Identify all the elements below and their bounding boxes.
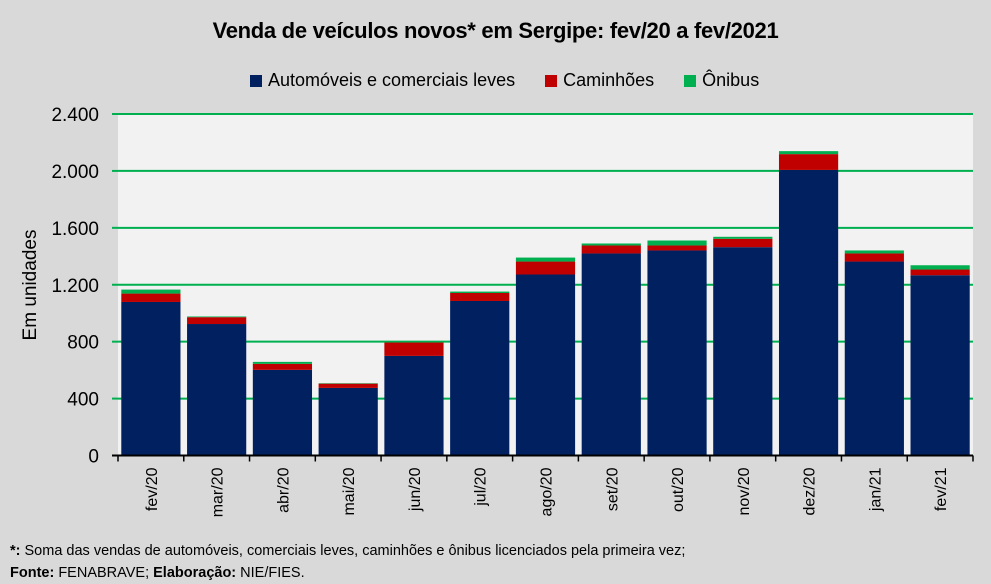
bar-onibus-ago-20: [515, 257, 576, 262]
bar-caminhoes-abr-20: [252, 363, 313, 370]
bar-automoveis-nov-20: [713, 247, 773, 456]
bar-stack-fev-21: [910, 265, 970, 456]
bar-onibus-out-20: [647, 240, 707, 246]
elaboration-label: Elaboração:: [153, 565, 237, 581]
source-line: Fonte: FENABRAVE; Elaboração: NIE/FIES.: [10, 562, 685, 584]
bar-onibus-jan-21: [844, 250, 904, 254]
bar-stack-nov-20: [713, 236, 773, 456]
y-tick-label: 2.000: [51, 162, 99, 183]
bar-caminhoes-out-20: [647, 245, 707, 251]
bar-stack-abr-20: [252, 361, 313, 456]
bar-caminhoes-fev-20: [121, 293, 181, 302]
legend: Automóveis e comerciais leves Caminhões …: [250, 70, 759, 91]
x-tick-label: jun/20: [407, 467, 424, 512]
bar-onibus-jul-20: [450, 291, 510, 294]
bar-automoveis-fev-20: [121, 301, 181, 456]
x-tick-label: nov/20: [736, 467, 753, 515]
bar-stack-jun-20: [384, 342, 444, 456]
y-tick-label: 800: [67, 333, 99, 354]
footnote: *: Soma das vendas de automóveis, comerc…: [10, 540, 685, 562]
bar-stack-set-20: [581, 243, 641, 456]
x-tick-label: mai/20: [341, 467, 358, 515]
source-text: FENABRAVE;: [54, 565, 154, 581]
legend-item-onibus: Ônibus: [684, 70, 759, 91]
bar-caminhoes-ago-20: [515, 261, 576, 275]
bar-automoveis-fev-21: [910, 275, 970, 456]
bar-caminhoes-fev-21: [910, 269, 970, 276]
y-tick-label: 400: [67, 390, 99, 411]
bar-onibus-dez-20: [778, 151, 839, 155]
elaboration-text: NIE/FIES.: [236, 565, 305, 581]
bar-automoveis-mai-20: [318, 387, 378, 456]
y-tick-label: 1.600: [51, 219, 99, 240]
bar-stack-out-20: [647, 240, 707, 456]
source-label: Fonte:: [10, 565, 55, 581]
bar-onibus-set-20: [581, 243, 641, 246]
y-tick-label: 0: [88, 447, 99, 468]
bar-onibus-fev-20: [121, 289, 181, 294]
bars: [121, 151, 970, 456]
legend-swatch-onibus: [684, 74, 697, 87]
bar-caminhoes-jan-21: [844, 253, 904, 262]
bar-onibus-mar-20: [187, 316, 247, 318]
bar-stack-jan-21: [844, 250, 904, 456]
bar-automoveis-out-20: [647, 250, 707, 456]
bar-automoveis-jun-20: [384, 355, 444, 456]
legend-swatch-caminhoes: [545, 74, 558, 87]
x-tick-label: dez/20: [802, 467, 819, 515]
bar-stack-ago-20: [515, 257, 576, 456]
x-tick-label: out/20: [670, 467, 687, 512]
bar-stack-jul-20: [450, 291, 510, 456]
bar-onibus-nov-20: [713, 236, 773, 239]
bar-automoveis-abr-20: [252, 369, 313, 456]
bar-automoveis-dez-20: [778, 169, 839, 456]
bar-caminhoes-jul-20: [450, 293, 510, 301]
legend-swatch-automoveis: [250, 74, 262, 87]
bar-caminhoes-mai-20: [318, 383, 378, 388]
bar-automoveis-jul-20: [450, 300, 510, 456]
footer: *: Soma das vendas de automóveis, comerc…: [10, 540, 685, 584]
x-tick-label: jan/21: [867, 467, 884, 512]
bar-stack-fev-20: [121, 289, 181, 456]
legend-label-caminhoes: Caminhões: [563, 70, 655, 90]
bar-automoveis-jan-21: [844, 261, 904, 456]
footnote-marker: *:: [10, 543, 21, 559]
bar-automoveis-mar-20: [187, 324, 247, 456]
bar-onibus-abr-20: [252, 361, 313, 364]
y-axis: 0 400 800 1.200 1.600 2.000 2.400: [51, 105, 118, 468]
x-tick-label: set/20: [604, 467, 621, 511]
x-tick-label: mar/20: [210, 467, 227, 517]
y-tick-label: 2.400: [51, 105, 99, 126]
y-axis-label: Em unidades: [20, 230, 41, 341]
x-tick-label: fev/20: [144, 467, 161, 511]
bar-stack-dez-20: [778, 151, 839, 456]
chart-title: Venda de veículos novos* em Sergipe: fev…: [212, 18, 779, 43]
x-tick-label: fev/21: [933, 467, 950, 511]
legend-label-automoveis: Automóveis e comerciais leves: [268, 70, 516, 90]
bar-caminhoes-nov-20: [713, 238, 773, 248]
bar-caminhoes-dez-20: [778, 154, 839, 170]
legend-item-caminhoes: Caminhões: [545, 70, 654, 91]
bar-caminhoes-jun-20: [384, 342, 444, 356]
y-tick-label: 1.200: [51, 276, 99, 297]
bar-stack-mar-20: [187, 316, 247, 456]
x-tick-label: abr/20: [275, 467, 292, 512]
bar-stack-mai-20: [318, 383, 378, 456]
bar-caminhoes-mar-20: [187, 317, 247, 325]
x-tick-label: ago/20: [539, 467, 556, 516]
bar-automoveis-ago-20: [515, 274, 576, 456]
bar-automoveis-set-20: [581, 253, 641, 456]
bar-caminhoes-set-20: [581, 245, 641, 254]
bar-onibus-fev-21: [910, 265, 970, 270]
legend-item-automoveis: Automóveis e comerciais leves: [250, 70, 515, 91]
x-axis: fev/20 mar/20 abr/20 mai/20 jun/20 jul/20 ago/…: [117, 454, 974, 517]
x-tick-label: jul/20: [473, 467, 490, 506]
legend-label-onibus: Ônibus: [702, 70, 760, 90]
footnote-text: Soma das vendas de automóveis, comerciai…: [20, 543, 686, 559]
